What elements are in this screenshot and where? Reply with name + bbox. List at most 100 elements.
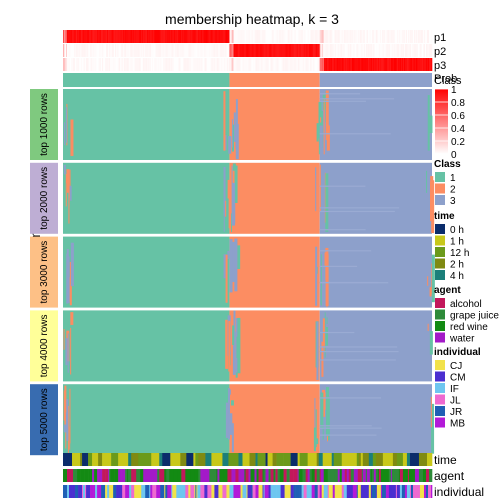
membership-cell xyxy=(325,30,328,43)
membership-cell xyxy=(346,58,349,71)
membership-cell xyxy=(429,44,432,57)
membership-cell xyxy=(126,30,128,43)
membership-cell xyxy=(74,44,76,57)
membership-cell xyxy=(86,58,88,71)
membership-cell xyxy=(259,30,261,43)
annotation-cell xyxy=(398,469,401,482)
membership-cell xyxy=(85,30,87,43)
annotation-cell xyxy=(136,469,141,482)
membership-cell xyxy=(109,58,111,71)
membership-cell xyxy=(161,44,163,57)
membership-cell xyxy=(281,44,283,57)
heatmap-streak xyxy=(228,135,232,154)
membership-cell xyxy=(408,58,411,71)
membership-cell xyxy=(405,30,408,43)
membership-cell xyxy=(404,30,407,43)
membership-cell xyxy=(348,30,351,43)
heatmap-streak xyxy=(319,425,372,427)
row-group-label: top 5000 rows xyxy=(39,388,50,451)
class-legend-swatch xyxy=(435,183,445,194)
membership-cell xyxy=(227,44,229,57)
membership-cell xyxy=(283,58,285,71)
membership-cell xyxy=(298,30,300,43)
class-track: Class xyxy=(63,73,462,87)
membership-cell xyxy=(327,30,330,43)
membership-cell xyxy=(109,30,111,43)
membership-cell xyxy=(427,30,430,43)
annotation-cell xyxy=(423,485,427,498)
annotation-cell xyxy=(223,469,228,482)
membership-cell xyxy=(258,30,260,43)
membership-cell xyxy=(409,30,412,43)
membership-cell xyxy=(137,58,139,71)
membership-cell xyxy=(425,44,428,57)
membership-cell xyxy=(381,58,384,71)
annotation-cell xyxy=(102,469,106,482)
membership-cell xyxy=(223,44,225,57)
heatmap-streak xyxy=(232,325,235,346)
annotation-cell xyxy=(396,469,400,482)
membership-cell xyxy=(182,30,184,43)
membership-cell xyxy=(198,44,200,57)
agent-legend-label: alcohol xyxy=(450,299,482,310)
membership-cell xyxy=(63,30,65,43)
membership-cell xyxy=(193,58,195,71)
membership-cell xyxy=(259,58,261,71)
membership-cell xyxy=(145,44,147,57)
membership-cell xyxy=(367,30,370,43)
prob-colorbar xyxy=(435,89,448,154)
annotation-cell xyxy=(152,469,156,482)
annotation-cell xyxy=(353,469,357,482)
annotation-cell xyxy=(162,469,165,482)
membership-cell xyxy=(97,30,99,43)
membership-cell xyxy=(415,58,418,71)
membership-cell xyxy=(66,44,68,57)
membership-cell xyxy=(329,44,332,57)
membership-cell xyxy=(125,58,127,71)
row-group-label: top 2000 rows xyxy=(39,167,50,230)
annotation-cell xyxy=(88,469,91,482)
membership-cell xyxy=(215,58,217,71)
membership-cell xyxy=(376,58,379,71)
membership-cell xyxy=(151,44,153,57)
membership-cell xyxy=(106,30,108,43)
membership-cell xyxy=(326,30,329,43)
membership-cell xyxy=(186,30,188,43)
membership-cell xyxy=(143,58,145,71)
membership-cell xyxy=(125,44,127,57)
annotation-cell xyxy=(370,485,373,498)
membership-cell xyxy=(299,30,301,43)
membership-cell xyxy=(352,30,355,43)
membership-cell xyxy=(310,44,312,57)
membership-cell xyxy=(129,30,131,43)
membership-cell xyxy=(256,30,258,43)
membership-cell xyxy=(180,58,182,71)
membership-cell xyxy=(282,58,284,71)
membership-cell xyxy=(247,58,249,71)
membership-cell xyxy=(302,44,304,57)
heatmap-streak xyxy=(63,390,66,421)
membership-cell xyxy=(313,30,315,43)
membership-cell xyxy=(211,58,213,71)
membership-cell xyxy=(105,44,107,57)
membership-cell xyxy=(70,58,72,71)
heatmap-streak xyxy=(223,166,226,216)
annotation-cell xyxy=(238,469,243,482)
annotation-cell xyxy=(311,485,315,498)
membership-cell xyxy=(330,58,333,71)
membership-cell xyxy=(99,58,101,71)
membership-cell xyxy=(373,44,376,57)
annotation-cell xyxy=(222,485,227,498)
membership-cell xyxy=(328,58,331,71)
membership-cell xyxy=(392,58,395,71)
membership-cell xyxy=(327,44,330,57)
membership-cell xyxy=(419,44,422,57)
membership-cell xyxy=(238,44,240,57)
annotation-cell xyxy=(346,485,351,498)
heatmap-streak xyxy=(316,123,319,142)
annotation-cell xyxy=(371,469,375,482)
annotation-cell xyxy=(63,485,68,498)
annotation-cell xyxy=(362,469,367,482)
annotation-cell xyxy=(314,469,317,482)
membership-cell xyxy=(207,58,209,71)
